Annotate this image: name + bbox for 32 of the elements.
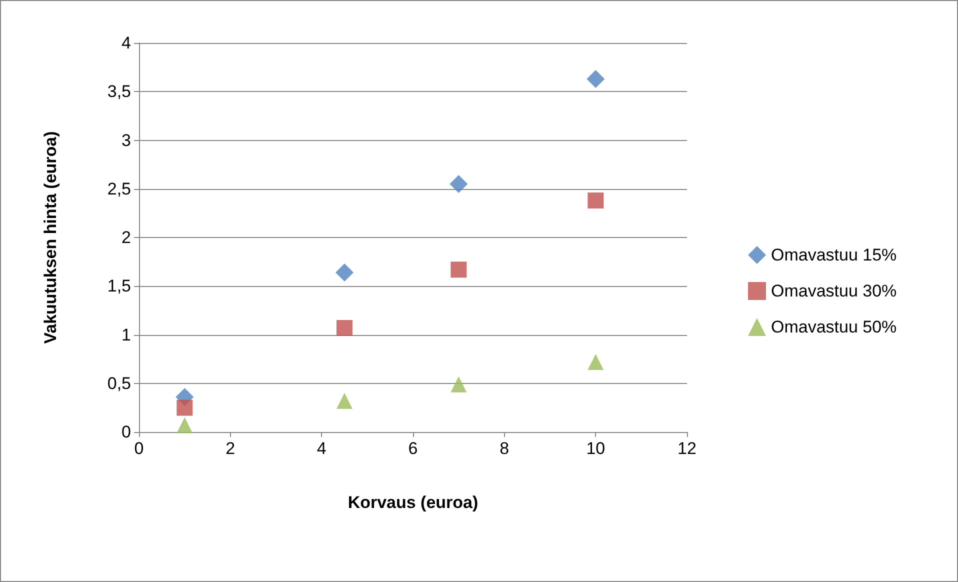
legend-label: Omavastuu 15%: [771, 246, 897, 264]
point: [336, 264, 354, 282]
y-tick-label: 3: [122, 130, 131, 150]
y-tick-label: 4: [122, 34, 131, 52]
point: [450, 262, 467, 278]
point: [450, 376, 467, 392]
y-tick-label: 0: [122, 422, 131, 442]
x-tick-label: 2: [226, 439, 236, 458]
legend-label: Omavastuu 30%: [771, 282, 897, 300]
point: [586, 70, 605, 88]
y-tick-label: 2: [122, 228, 131, 247]
y-axis-title: Vakuutuksen hinta (euroa): [41, 131, 60, 344]
y-tick-label: 2,5: [107, 179, 131, 198]
point: [176, 417, 193, 434]
y-tick-label: 0,5: [107, 374, 131, 393]
point: [336, 320, 352, 336]
point: [588, 354, 604, 370]
point: [450, 175, 468, 194]
point: [336, 392, 352, 409]
x-tick-label: 4: [316, 439, 326, 458]
x-tick-label: 8: [500, 439, 510, 458]
x-axis-title: Korvaus (euroa): [348, 493, 478, 512]
legend-label: Omavastuu 50%: [771, 318, 897, 336]
point: [588, 192, 604, 209]
x-tick-label: 0: [134, 439, 144, 458]
y-tick-label: 1: [122, 325, 131, 344]
x-tick-label: 10: [586, 439, 606, 458]
y-tick-label: 1,5: [107, 276, 131, 296]
point: [176, 400, 193, 416]
x-tick-label: 12: [678, 439, 696, 458]
x-tick-label: 6: [408, 439, 418, 458]
y-tick-label: 3,5: [107, 82, 131, 102]
